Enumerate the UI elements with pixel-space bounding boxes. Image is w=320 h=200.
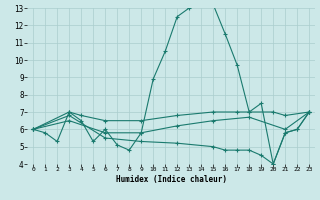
X-axis label: Humidex (Indice chaleur): Humidex (Indice chaleur) (116, 175, 227, 184)
